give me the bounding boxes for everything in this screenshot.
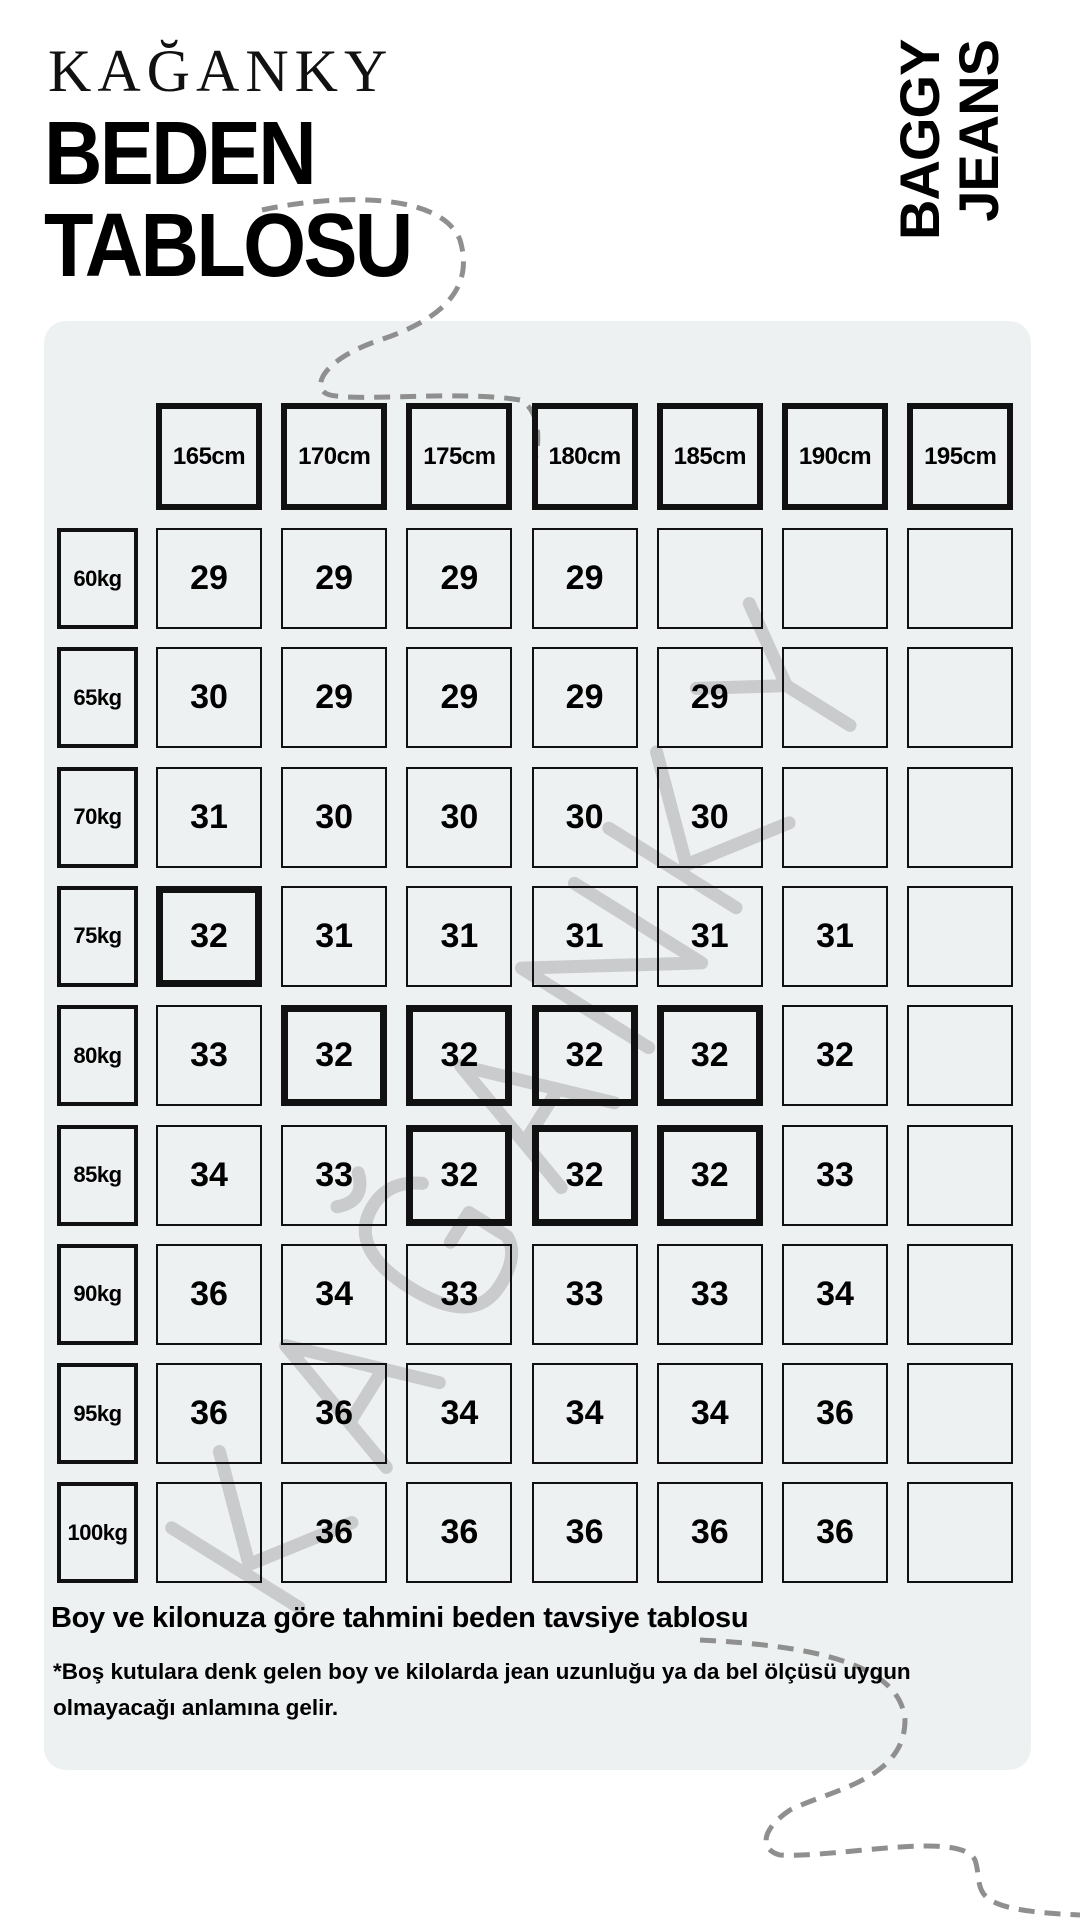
- table-note: *Boş kutulara denk gelen boy ve kilolard…: [53, 1659, 911, 1720]
- row-header: 70kg: [57, 766, 138, 868]
- size-cell: 33: [406, 1243, 513, 1345]
- row-header: 90kg: [57, 1243, 138, 1345]
- size-cell: 29: [406, 528, 513, 629]
- size-cell: [656, 528, 763, 629]
- size-cell: 29: [281, 647, 388, 749]
- size-cell: 36: [281, 1363, 388, 1465]
- size-cell-recommended: 32: [531, 1005, 638, 1107]
- size-cell: 36: [531, 1482, 638, 1584]
- row-header: 75kg: [57, 885, 138, 987]
- column-header: 170cm: [281, 403, 388, 510]
- size-cell-recommended: 32: [656, 1005, 763, 1107]
- size-cell: 29: [406, 647, 513, 749]
- size-cell: 33: [281, 1124, 388, 1226]
- brand-logo: KAĞANKY: [48, 38, 394, 104]
- column-header: 165cm: [156, 403, 262, 510]
- size-cell: 31: [782, 885, 888, 987]
- column-header: 195cm: [907, 403, 1014, 510]
- size-cell: 30: [531, 766, 638, 868]
- size-cell-recommended: 32: [156, 885, 262, 987]
- size-cell: 31: [531, 885, 638, 987]
- page-title: BEDEN TABLOSU: [44, 104, 413, 296]
- size-cell: 31: [281, 885, 388, 987]
- size-cell: 29: [531, 647, 638, 749]
- size-cell: 34: [656, 1363, 763, 1465]
- size-cell: 36: [782, 1363, 888, 1465]
- column-header: 175cm: [406, 403, 513, 510]
- product-label-line-2: JEANS: [947, 40, 1010, 222]
- size-cell: 34: [156, 1124, 262, 1226]
- size-cell: 30: [281, 766, 388, 868]
- size-cell: 33: [656, 1243, 763, 1345]
- size-cell: 36: [656, 1482, 763, 1584]
- table-caption: Boy ve kilonuza göre tahmini beden tavsi…: [51, 1602, 749, 1634]
- title-line-2: TABLOSU: [44, 196, 413, 296]
- title-line-1: BEDEN: [44, 104, 317, 204]
- size-cell: [907, 528, 1014, 629]
- product-label-line-1: BAGGY: [888, 39, 951, 240]
- size-cell: 31: [656, 885, 763, 987]
- size-cell: 33: [531, 1243, 638, 1345]
- size-cell-recommended: 32: [406, 1005, 513, 1107]
- size-cell: 34: [531, 1363, 638, 1465]
- size-cell: 29: [156, 528, 262, 629]
- row-header: 60kg: [57, 528, 138, 629]
- size-cell: [156, 1482, 262, 1584]
- size-cell: 33: [156, 1005, 262, 1107]
- size-cell: [907, 647, 1014, 749]
- size-cell: 29: [656, 647, 763, 749]
- size-cell: [782, 528, 888, 629]
- size-cell-recommended: 32: [406, 1124, 513, 1226]
- size-cell: [907, 1124, 1014, 1226]
- size-cell: 29: [531, 528, 638, 629]
- column-header: 185cm: [656, 403, 763, 510]
- row-header: 65kg: [57, 647, 138, 749]
- row-header: 100kg: [57, 1482, 138, 1584]
- size-cell: [907, 1482, 1014, 1584]
- size-cell: 30: [406, 766, 513, 868]
- column-header: 180cm: [531, 403, 638, 510]
- size-cell: 36: [156, 1243, 262, 1345]
- size-cell-recommended: 32: [531, 1124, 638, 1226]
- size-cell: [907, 1243, 1014, 1345]
- size-cell: [907, 1005, 1014, 1107]
- size-cell: 36: [406, 1482, 513, 1584]
- column-header: 190cm: [782, 403, 888, 510]
- size-cell: [907, 885, 1014, 987]
- size-cell: 31: [156, 766, 262, 868]
- size-cell: 36: [156, 1363, 262, 1465]
- size-cell-recommended: 32: [656, 1124, 763, 1226]
- size-cell-recommended: 32: [281, 1005, 388, 1107]
- product-label: BAGGY JEANS: [888, 39, 1010, 240]
- size-cell: 29: [281, 528, 388, 629]
- size-cell: 30: [156, 647, 262, 749]
- size-cell: [782, 766, 888, 868]
- size-cell: [907, 1363, 1014, 1465]
- size-cell: 32: [782, 1005, 888, 1107]
- size-cell: 31: [406, 885, 513, 987]
- size-cell: [782, 647, 888, 749]
- size-cell: 34: [406, 1363, 513, 1465]
- row-header: 80kg: [57, 1005, 138, 1107]
- size-cell: 34: [281, 1243, 388, 1345]
- row-header: 95kg: [57, 1363, 138, 1465]
- size-cell: 30: [656, 766, 763, 868]
- size-cell: [907, 766, 1014, 868]
- size-cell: 34: [782, 1243, 888, 1345]
- size-cell: 36: [281, 1482, 388, 1584]
- size-cell: 33: [782, 1124, 888, 1226]
- row-header: 85kg: [57, 1124, 138, 1226]
- size-cell: 36: [782, 1482, 888, 1584]
